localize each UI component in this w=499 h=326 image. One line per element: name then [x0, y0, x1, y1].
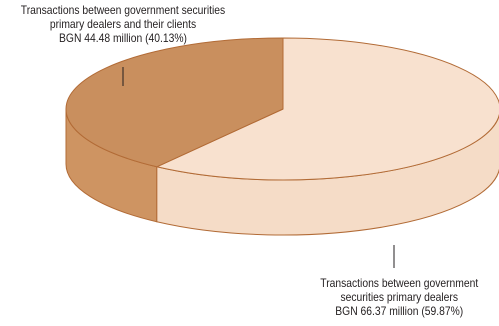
- slice-label-line: securities primary dealers: [340, 290, 459, 304]
- slice-label-value: BGN 44.48 million (40.13%): [59, 31, 187, 45]
- slice-label-line: Transactions between government: [320, 276, 479, 290]
- pie-slice-between-dealers: [156, 37, 499, 181]
- slice-label-value: BGN 66.37 million (59.87%): [335, 304, 464, 318]
- slice-label-dealer-clients: Transactions between government securiti…: [19, 3, 227, 45]
- pie-slice-dealer-clients: [65, 37, 284, 168]
- slice-label-line: primary dealers and their clients: [49, 17, 197, 31]
- slice-label-line: Transactions between government securiti…: [20, 3, 226, 17]
- pie-3d: [65, 37, 499, 236]
- slice-label-between-dealers: Transactions between government securiti…: [299, 276, 499, 318]
